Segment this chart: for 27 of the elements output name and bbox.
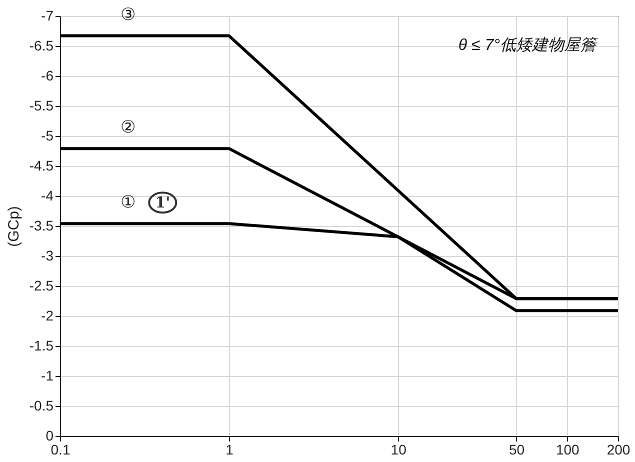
y-axis-title: (GCp)	[5, 206, 22, 247]
series-label: ①	[120, 192, 136, 213]
y-tick-label: -0.5	[29, 398, 54, 414]
y-tick-label: -4	[41, 188, 54, 204]
y-tick-label: 0	[46, 428, 54, 444]
y-tick-label: -3.5	[29, 218, 54, 234]
annotation: 1'	[155, 194, 170, 212]
x-tick-label: 200	[606, 442, 630, 458]
y-tick-label: -1	[41, 368, 54, 384]
y-tick-label: -6.5	[29, 38, 54, 54]
y-tick-label: -1.5	[29, 338, 54, 354]
x-tick-label: 10	[390, 442, 407, 458]
y-tick-label: -2.5	[29, 278, 54, 294]
y-tick-label: -5.5	[29, 98, 54, 114]
y-tick-label: -3	[41, 248, 54, 264]
series-label: ②	[120, 118, 136, 138]
y-tick-label: -4.5	[29, 158, 54, 174]
x-tick-label: 100	[556, 442, 580, 458]
y-tick-label: -7	[41, 8, 54, 24]
y-tick-label: -6	[41, 68, 54, 84]
x-tick-label: 50	[508, 442, 525, 458]
x-tick-label: 1	[226, 442, 234, 458]
annotation: θ ≤ 7°低矮建物屋簷	[458, 36, 599, 54]
series-label: ③	[120, 4, 136, 25]
y-tick-label: -5	[41, 128, 54, 144]
x-tick-label: 0.1	[50, 442, 70, 458]
y-tick-label: -2	[41, 308, 54, 324]
